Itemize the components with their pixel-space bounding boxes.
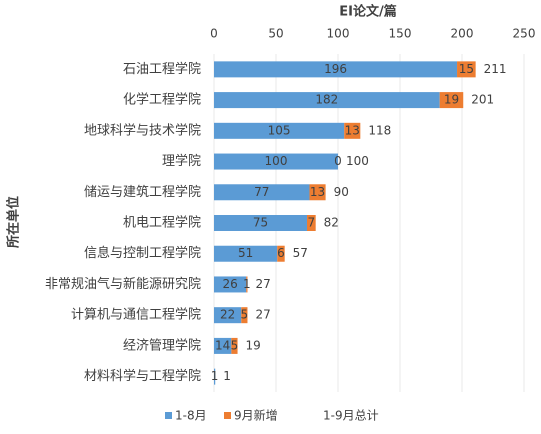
data-label: 5: [241, 308, 249, 322]
chart-title: EI论文/篇: [339, 4, 396, 20]
legend-swatch: [224, 412, 231, 419]
y-tick-label: 材料科学与工程学院: [84, 368, 201, 384]
data-label: 105: [268, 123, 291, 137]
total-label: 1: [223, 369, 231, 383]
bar-segment: [457, 61, 476, 78]
data-label: 15: [459, 62, 474, 76]
x-tick-label: 100: [327, 27, 350, 41]
total-label: 57: [293, 246, 308, 260]
legend-label: 1-9月总计: [323, 409, 379, 423]
data-label: 182: [315, 93, 338, 107]
data-label: 0: [334, 154, 342, 168]
total-label: 100: [346, 154, 369, 168]
bar-segment: [344, 122, 361, 139]
data-label: 1: [211, 369, 219, 383]
total-label: 118: [368, 123, 391, 137]
x-tick-label: 250: [513, 27, 536, 41]
bar-segment: [214, 276, 247, 293]
data-label: 6: [277, 246, 285, 260]
legend-label: 9月新增: [234, 408, 278, 423]
data-label: 26: [222, 277, 237, 291]
data-label: 19: [444, 93, 459, 107]
legend-swatch: [165, 412, 172, 419]
y-tick-label: 储运与建筑工程学院: [84, 184, 201, 200]
total-label: 27: [255, 277, 270, 291]
data-label: 100: [265, 154, 288, 168]
bar-segment: [214, 122, 345, 139]
x-tick-label: 50: [268, 27, 283, 41]
bar-segment: [214, 307, 242, 324]
x-tick-label: 0: [210, 27, 218, 41]
bar-segment: [214, 184, 310, 201]
total-label: 27: [255, 308, 270, 322]
bar-segment: [307, 215, 316, 231]
bar-segment: [214, 337, 232, 354]
bar-segment: [241, 307, 248, 324]
data-label: 13: [310, 185, 325, 199]
data-label: 14: [215, 338, 230, 352]
bar-segment: [277, 245, 285, 262]
data-label: 75: [253, 216, 268, 230]
data-label: 1: [243, 277, 251, 291]
data-label: 7: [308, 216, 316, 230]
total-label: 211: [484, 62, 507, 76]
data-label: 51: [238, 246, 253, 260]
y-tick-label: 石油工程学院: [123, 61, 201, 77]
data-label: 13: [345, 123, 360, 137]
bar-segment: [214, 245, 278, 262]
y-tick-label: 地球科学与技术学院: [84, 122, 201, 138]
x-tick-label: 200: [451, 27, 474, 41]
y-axis-label: 所在单位: [6, 196, 22, 248]
bar-segment: [439, 92, 464, 109]
y-tick-label: 非常规油气与新能源研究院: [45, 276, 201, 292]
y-tick-label: 理学院: [162, 153, 201, 169]
total-label: 201: [471, 93, 494, 107]
bar-segment: [214, 92, 440, 109]
y-tick-label: 化学工程学院: [123, 92, 201, 108]
total-label: 82: [324, 216, 339, 230]
bar-segment: [214, 153, 338, 170]
bar-segment: [231, 337, 238, 354]
data-label: 77: [254, 185, 269, 199]
y-tick-label: 机电工程学院: [123, 215, 201, 231]
bar-segment: [214, 61, 458, 78]
bar-segment: [214, 368, 216, 385]
y-tick-label: 信息与控制工程学院: [84, 245, 201, 261]
x-tick-label: 150: [389, 27, 412, 41]
y-tick-label: 经济管理学院: [123, 337, 201, 353]
data-label: 196: [324, 62, 347, 76]
data-label: 5: [231, 338, 239, 352]
total-label: 90: [334, 185, 349, 199]
legend-label: 1-8月: [175, 409, 207, 423]
bar-segment: [246, 276, 248, 293]
y-tick-label: 计算机与通信工程学院: [71, 307, 201, 323]
bar-segment: [309, 184, 326, 201]
total-label: 19: [246, 338, 261, 352]
data-label: 22: [220, 308, 235, 322]
bar-segment: [214, 215, 307, 231]
